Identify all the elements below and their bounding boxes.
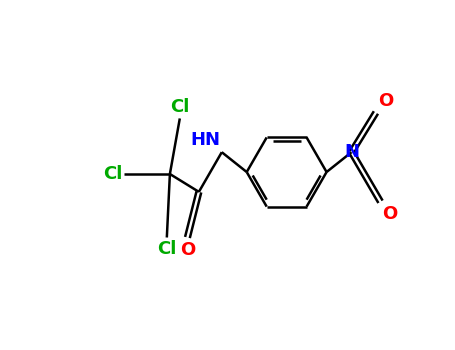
Text: Cl: Cl [157,240,177,258]
Text: O: O [378,92,393,110]
Text: Cl: Cl [103,165,122,183]
Text: N: N [344,143,359,161]
Text: O: O [180,241,195,259]
Text: HN: HN [190,131,220,149]
Text: O: O [382,204,398,223]
Text: Cl: Cl [170,98,189,116]
